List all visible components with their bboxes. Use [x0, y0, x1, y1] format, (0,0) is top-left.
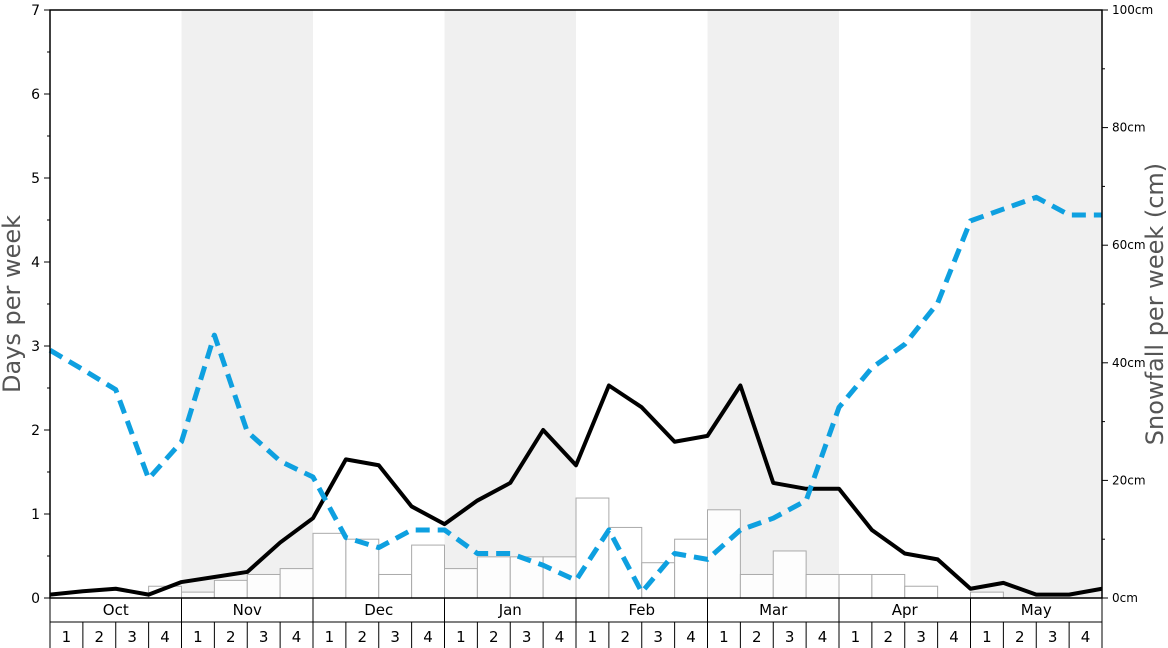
right-tick-label: 100cm	[1112, 3, 1153, 17]
snowfall-bar	[871, 573, 906, 599]
snowfall-bars	[148, 497, 1004, 599]
left-tick-label: 7	[31, 3, 40, 19]
snowfall-bar	[213, 579, 248, 599]
right-tick-label: 40cm	[1112, 356, 1146, 370]
week-label: 1	[325, 628, 335, 646]
left-tick-label: 3	[31, 339, 40, 355]
month-label: May	[1021, 601, 1052, 619]
week-label: 1	[851, 628, 861, 646]
snowfall-bar	[444, 568, 478, 599]
week-label: 3	[916, 628, 926, 646]
right-axis: 0cm 20cm 40cm 60cm 80cm 100cm	[1102, 3, 1153, 605]
week-label: 4	[423, 628, 433, 646]
right-tick-label: 80cm	[1112, 121, 1146, 135]
week-label: 1	[588, 628, 598, 646]
y-left-label: Days per week	[0, 215, 26, 393]
snowfall-bar	[378, 573, 413, 599]
snowfall-bar	[476, 556, 511, 599]
snowfall-bar	[739, 573, 774, 599]
left-axis: 0 1 2 3 4 5 6 7	[31, 3, 50, 607]
week-label: 3	[127, 628, 137, 646]
week-label: 1	[193, 628, 203, 646]
week-label: 2	[1015, 628, 1025, 646]
snowfall-bar	[838, 573, 873, 599]
month-band	[707, 10, 839, 598]
left-tick-label: 1	[31, 507, 40, 523]
week-label: 2	[489, 628, 499, 646]
snowfall-bar	[641, 562, 676, 599]
left-tick-label: 2	[31, 423, 40, 439]
month-label: Apr	[892, 601, 919, 619]
snowfall-bar	[246, 573, 281, 599]
week-label: 1	[456, 628, 466, 646]
week-label: 4	[292, 628, 302, 646]
snowfall-bar	[970, 591, 1004, 599]
week-label: 4	[686, 628, 696, 646]
week-label: 4	[1081, 628, 1091, 646]
month-band	[444, 10, 576, 598]
week-label: 3	[522, 628, 532, 646]
week-label: 3	[390, 628, 400, 646]
left-tick-label: 5	[31, 171, 40, 187]
week-label: 3	[653, 628, 663, 646]
month-label: Nov	[233, 601, 262, 619]
month-band	[181, 10, 313, 598]
week-label: 2	[621, 628, 631, 646]
week-label: 1	[982, 628, 992, 646]
week-label: 3	[785, 628, 795, 646]
y-right-label: Snowfall per week (cm)	[1141, 163, 1168, 445]
left-tick-label: 4	[31, 255, 40, 271]
week-label: 2	[884, 628, 894, 646]
snowfall-bar	[674, 538, 708, 599]
snowfall-bar	[904, 585, 939, 599]
week-label: 4	[949, 628, 959, 646]
week-label: 1	[62, 628, 72, 646]
snowfall-bar	[345, 538, 380, 599]
snowfall-bar	[509, 556, 544, 599]
week-label: 2	[752, 628, 762, 646]
month-label: Dec	[364, 601, 393, 619]
snowfall-bar	[707, 509, 741, 599]
week-label: 2	[358, 628, 368, 646]
month-label: Oct	[103, 601, 129, 619]
month-label: Mar	[759, 601, 788, 619]
week-label: 4	[160, 628, 170, 646]
week-label: 1	[719, 628, 729, 646]
right-tick-label: 0cm	[1112, 591, 1138, 605]
snowfall-bar	[772, 550, 807, 599]
x-axis: Oct 1 2 3 4 Nov 1 2 3 4 Dec 1 2 3 4 Jan 1 2 3 4 Feb 1 2 3 4 Mar 1 2…	[49, 598, 1103, 648]
left-tick-label: 0	[31, 591, 40, 607]
month-label: Feb	[628, 601, 655, 619]
solid-series-line	[49, 383, 1103, 597]
snowfall-bar	[279, 568, 314, 599]
snowfall-bar	[181, 591, 215, 599]
series-lines	[48, 194, 1103, 597]
month-band	[970, 10, 1102, 598]
week-label: 2	[226, 628, 236, 646]
month-label: Jan	[498, 601, 522, 619]
week-label: 2	[95, 628, 105, 646]
week-label: 3	[259, 628, 269, 646]
week-label: 4	[555, 628, 565, 646]
week-label: 4	[818, 628, 828, 646]
month-bands	[181, 10, 1102, 598]
snowfall-bar	[312, 532, 347, 599]
snowfall-bar	[805, 573, 840, 599]
week-label: 3	[1048, 628, 1058, 646]
dashed-series-line	[48, 194, 1102, 595]
right-tick-label: 60cm	[1112, 238, 1146, 252]
left-tick-label: 6	[31, 87, 40, 103]
snowfall-bar	[411, 544, 445, 599]
right-tick-label: 20cm	[1112, 473, 1146, 487]
snowfall-bar	[575, 497, 610, 599]
